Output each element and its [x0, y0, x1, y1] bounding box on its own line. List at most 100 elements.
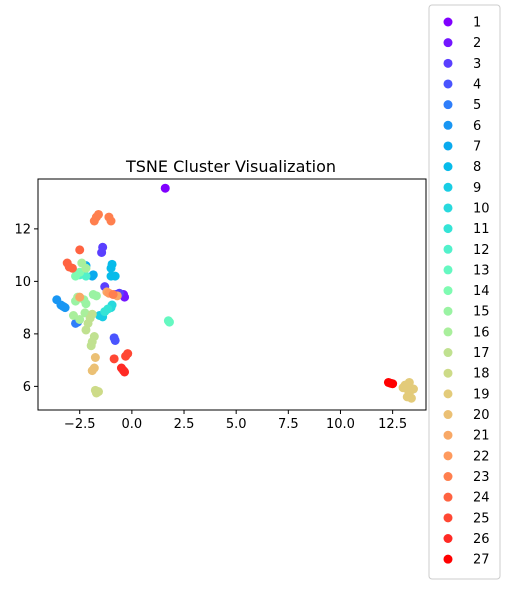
- scatter-points: [52, 183, 418, 403]
- legend-marker: [443, 327, 453, 337]
- legend-label: 19: [473, 387, 490, 402]
- y-tick-label: 8: [23, 327, 31, 342]
- legend-label: 27: [473, 553, 490, 568]
- legend-marker: [443, 472, 453, 482]
- legend-label: 16: [473, 325, 490, 340]
- y-tick-label: 10: [14, 275, 31, 290]
- legend-label: 26: [473, 532, 490, 547]
- legend-marker: [443, 100, 453, 110]
- x-tick-label: −2.5: [64, 417, 96, 432]
- point-series-7: [88, 270, 98, 280]
- legend: 1234567891011121314151617181920212223242…: [428, 4, 501, 580]
- legend-label: 1: [473, 16, 481, 31]
- point-series-16: [81, 263, 91, 273]
- legend-label: 12: [473, 243, 490, 258]
- legend-marker: [443, 265, 453, 275]
- point-series-20: [90, 353, 100, 362]
- chart-title: TSNE Cluster Visualization: [125, 157, 336, 176]
- point-series-18: [93, 387, 103, 397]
- legend-label: 15: [473, 305, 490, 320]
- point-series-16: [75, 314, 85, 324]
- plot-area-frame: [37, 178, 427, 411]
- legend-label: 17: [473, 346, 490, 361]
- point-series-3: [97, 248, 107, 257]
- legend-label: 13: [473, 263, 490, 278]
- point-series-20: [89, 363, 99, 373]
- point-series-17: [86, 341, 96, 351]
- legend-label: 4: [473, 77, 481, 92]
- legend-marker: [443, 182, 453, 192]
- point-series-25: [109, 354, 119, 364]
- legend-label: 14: [473, 284, 490, 299]
- x-tick-label: 7.5: [278, 417, 299, 432]
- x-tick-label: 12.5: [378, 417, 407, 432]
- point-series-6: [58, 301, 68, 311]
- legend-label: 21: [473, 429, 490, 444]
- point-series-23: [108, 290, 118, 299]
- point-series-24: [67, 263, 77, 273]
- legend-marker: [443, 120, 453, 130]
- legend-marker: [443, 17, 453, 27]
- point-series-4: [110, 335, 120, 345]
- point-series-11: [103, 304, 113, 314]
- legend-marker: [443, 141, 453, 151]
- y-axis: 6 8 10 12: [14, 222, 38, 395]
- point-series-26: [120, 367, 130, 377]
- legend-label: 3: [473, 57, 481, 72]
- legend-marker: [443, 58, 453, 68]
- x-tick-label: 10.0: [326, 417, 355, 432]
- legend-label: 18: [473, 367, 490, 382]
- point-series-8: [106, 263, 116, 273]
- legend-marker: [443, 513, 453, 523]
- legend-marker: [443, 451, 453, 461]
- legend-label: 9: [473, 181, 481, 196]
- legend-marker: [443, 554, 453, 564]
- x-axis: −2.5 0.0 2.5 5.0 7.5 10.0 12.5: [64, 410, 407, 432]
- legend-marker: [443, 162, 453, 172]
- point-series-27: [386, 378, 396, 388]
- legend-marker: [443, 410, 453, 420]
- legend-label: 23: [473, 470, 490, 485]
- x-tick-label: 5.0: [226, 417, 247, 432]
- legend-marker: [443, 430, 453, 440]
- legend-marker: [443, 389, 453, 399]
- legend-marker: [443, 534, 453, 543]
- legend-marker: [443, 492, 453, 502]
- point-series-21: [75, 292, 85, 302]
- point-series-23: [93, 209, 103, 219]
- legend-label: 20: [473, 408, 490, 423]
- legend-label: 5: [473, 98, 481, 113]
- point-series-19: [404, 377, 414, 387]
- legend-label: 22: [473, 449, 490, 464]
- legend-label: 6: [473, 119, 481, 134]
- legend-label: 10: [473, 201, 490, 216]
- point-series-13: [164, 317, 174, 327]
- y-tick-label: 12: [14, 222, 31, 237]
- y-tick-label: 6: [23, 380, 31, 395]
- x-tick-label: 0.0: [122, 417, 143, 432]
- legend-marker: [443, 244, 453, 254]
- point-series-25: [123, 349, 133, 359]
- legend-label: 25: [473, 511, 490, 526]
- legend-marker: [443, 79, 453, 89]
- legend-marker: [443, 306, 453, 316]
- legend-marker: [443, 203, 453, 213]
- legend-marker: [443, 348, 453, 358]
- legend-marker: [443, 38, 453, 48]
- point-series-23: [106, 216, 116, 226]
- legend-marker: [443, 286, 453, 296]
- point-series-1: [160, 183, 170, 193]
- legend-marker: [443, 368, 453, 378]
- point-series-17: [81, 325, 91, 335]
- x-tick-label: 2.5: [174, 417, 195, 432]
- point-series-15: [91, 291, 101, 301]
- point-series-19: [403, 385, 413, 395]
- legend-label: 2: [473, 36, 481, 51]
- point-series-24: [75, 245, 85, 255]
- point-series-8: [106, 271, 116, 281]
- legend-label: 24: [473, 491, 490, 506]
- legend-label: 8: [473, 160, 481, 175]
- legend-marker: [443, 224, 453, 234]
- legend-label: 7: [473, 139, 481, 154]
